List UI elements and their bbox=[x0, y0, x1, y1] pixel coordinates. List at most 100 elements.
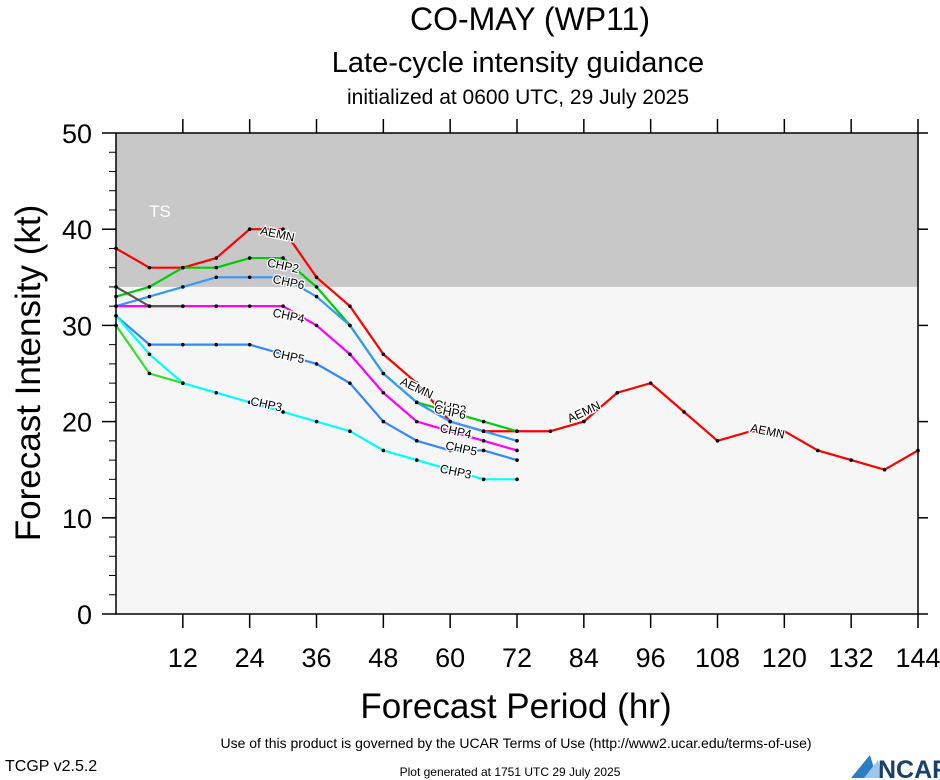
data-point bbox=[515, 429, 519, 434]
data-point bbox=[147, 294, 152, 299]
data-point bbox=[181, 342, 185, 347]
data-point bbox=[348, 352, 352, 357]
data-point bbox=[481, 448, 486, 453]
data-point bbox=[214, 304, 219, 308]
data-point bbox=[247, 342, 252, 347]
data-point bbox=[515, 458, 519, 462]
data-point bbox=[448, 467, 452, 472]
data-point bbox=[214, 275, 219, 280]
generated-text: Plot generated at 1751 UTC 29 July 2025 bbox=[400, 765, 621, 779]
data-point bbox=[214, 342, 219, 347]
data-point bbox=[481, 439, 486, 443]
y-tick-label: 20 bbox=[62, 408, 92, 438]
data-point bbox=[314, 275, 319, 280]
data-point bbox=[414, 419, 419, 424]
ncar-logo: NCAR bbox=[851, 755, 940, 780]
data-point bbox=[281, 256, 285, 260]
data-point bbox=[147, 304, 152, 308]
chart-init-text: initialized at 0600 UTC, 29 July 2025 bbox=[347, 86, 689, 109]
chart-subtitle: Late-cycle intensity guidance bbox=[332, 47, 704, 79]
data-point bbox=[348, 429, 352, 434]
data-point bbox=[181, 265, 185, 270]
data-point bbox=[749, 429, 753, 434]
intensity-band bbox=[116, 133, 918, 287]
data-point bbox=[849, 458, 853, 462]
x-tick-label: 96 bbox=[636, 643, 666, 673]
data-point bbox=[381, 448, 386, 453]
data-point bbox=[782, 429, 787, 434]
x-tick-label: 144 bbox=[895, 643, 940, 673]
data-point bbox=[414, 400, 419, 405]
data-point bbox=[481, 429, 486, 434]
data-point bbox=[448, 448, 452, 453]
x-tick-label: 36 bbox=[301, 643, 331, 673]
data-point bbox=[281, 352, 285, 357]
ncar-logo-mark-light bbox=[864, 760, 882, 778]
data-point bbox=[181, 285, 185, 289]
data-point bbox=[882, 467, 887, 472]
data-point bbox=[314, 294, 319, 299]
data-point bbox=[381, 371, 386, 376]
data-point bbox=[348, 304, 352, 308]
x-tick-label: 12 bbox=[168, 643, 198, 673]
data-point bbox=[214, 265, 219, 270]
data-point bbox=[582, 419, 586, 424]
x-tick-label: 24 bbox=[235, 643, 265, 673]
data-point bbox=[515, 448, 519, 453]
data-point bbox=[214, 256, 219, 260]
version-label: TCGP v2.5.2 bbox=[5, 758, 97, 775]
data-point bbox=[147, 371, 152, 376]
data-point bbox=[448, 429, 452, 434]
band-label: TS bbox=[149, 202, 171, 221]
data-point bbox=[147, 265, 152, 270]
data-point bbox=[247, 256, 252, 260]
chart-title: CO-MAY (WP11) bbox=[410, 1, 650, 37]
data-point bbox=[682, 410, 686, 414]
data-point bbox=[214, 390, 219, 395]
data-point bbox=[515, 439, 519, 443]
data-point bbox=[381, 352, 386, 357]
data-point bbox=[448, 419, 452, 424]
data-point bbox=[314, 362, 319, 366]
y-axis-label: Forecast Intensity (kt) bbox=[9, 205, 48, 541]
data-point bbox=[247, 304, 252, 308]
y-tick-label: 30 bbox=[62, 311, 92, 341]
data-point bbox=[281, 275, 285, 280]
data-point bbox=[314, 419, 319, 424]
x-axis-label: Forecast Period (hr) bbox=[360, 687, 671, 726]
data-point bbox=[548, 429, 553, 434]
data-point bbox=[381, 390, 386, 395]
x-tick-label: 48 bbox=[368, 643, 398, 673]
data-point bbox=[247, 227, 252, 231]
y-tick-label: 40 bbox=[62, 215, 92, 245]
data-point bbox=[481, 419, 486, 424]
x-tick-label: 84 bbox=[569, 643, 599, 673]
data-point bbox=[381, 419, 386, 424]
data-point bbox=[147, 342, 152, 347]
x-tick-label: 72 bbox=[502, 643, 532, 673]
y-tick-label: 10 bbox=[62, 504, 92, 534]
data-point bbox=[448, 410, 452, 414]
data-point bbox=[181, 304, 185, 308]
data-point bbox=[715, 439, 720, 443]
terms-text: Use of this product is governed by the U… bbox=[220, 735, 811, 751]
data-point bbox=[648, 381, 653, 385]
ncar-logo-text: NCAR bbox=[878, 756, 940, 780]
data-point bbox=[615, 390, 620, 395]
data-point bbox=[481, 477, 486, 482]
data-point bbox=[247, 275, 252, 280]
data-point bbox=[515, 477, 519, 482]
data-point bbox=[414, 381, 419, 385]
x-tick-label: 60 bbox=[435, 643, 465, 673]
x-tick-label: 108 bbox=[695, 643, 740, 673]
data-point bbox=[314, 323, 319, 328]
data-point bbox=[281, 227, 285, 231]
data-point bbox=[281, 304, 285, 308]
y-tick-label: 50 bbox=[62, 119, 92, 149]
x-tick-label: 120 bbox=[762, 643, 807, 673]
y-tick-label: 0 bbox=[77, 600, 92, 630]
data-point bbox=[314, 285, 319, 289]
data-point bbox=[247, 400, 252, 405]
data-point bbox=[414, 458, 419, 462]
